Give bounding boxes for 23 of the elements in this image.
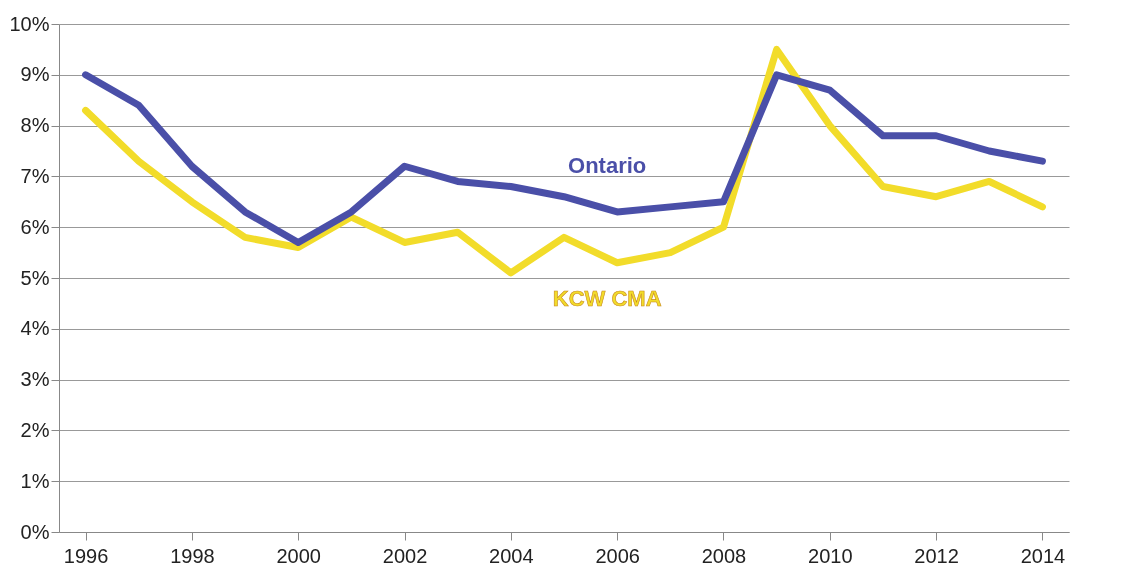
x-tick-label: 2004 xyxy=(489,544,534,567)
y-tick-label: 2% xyxy=(20,418,50,441)
series-label: Ontario xyxy=(568,152,647,178)
x-tick-label: 2014 xyxy=(1020,544,1066,567)
y-tick-label: 6% xyxy=(20,215,50,238)
x-tick-label: 2008 xyxy=(701,544,747,567)
x-tick-label: 2006 xyxy=(595,544,640,567)
y-tick-label: 0% xyxy=(20,520,50,543)
y-tick-label: 1% xyxy=(20,469,50,492)
x-tick-label: 2010 xyxy=(808,544,853,567)
x-tick-label: 2012 xyxy=(914,544,959,567)
y-tick-label: 5% xyxy=(20,266,50,289)
y-tick-label: 7% xyxy=(20,164,50,187)
y-tick-label: 9% xyxy=(20,63,50,86)
y-tick-label: 4% xyxy=(20,317,50,340)
x-tick-label: 1998 xyxy=(170,544,215,567)
x-tick-label: 2002 xyxy=(382,544,428,567)
y-tick-label: 10% xyxy=(9,12,50,35)
y-tick-label: 3% xyxy=(20,368,50,391)
y-tick-label: 8% xyxy=(20,114,50,137)
x-tick-label: 1996 xyxy=(63,544,109,567)
x-tick-label: 2000 xyxy=(276,544,321,567)
series-label: KCW CMA xyxy=(552,285,662,311)
